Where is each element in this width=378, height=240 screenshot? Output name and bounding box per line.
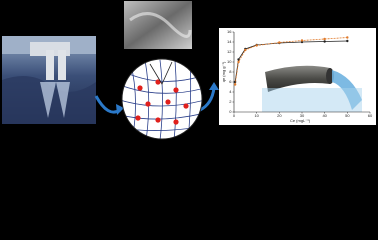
page: qe (mg g⁻¹) Ce (mgL⁻¹) 0 2 4 6 8 10 12 14 16 0 10 2… [2,1,376,140]
micrograph-texture [129,12,192,38]
x-axis-label: Ce (mgL⁻¹) [290,118,311,123]
data-point [278,41,281,44]
series-line [234,37,348,85]
y-tick-label: 14 [227,39,232,44]
data-point [233,83,237,86]
y-tick-label: 0 [229,109,232,114]
micrograph [124,1,192,49]
data-point [237,58,240,61]
outfall-photo [2,36,96,124]
data-point [323,40,326,43]
x-tick-label: 50 [345,113,350,118]
x-tick-label: 30 [300,113,305,118]
data-point [300,39,304,42]
x-tick-label: 20 [277,113,282,118]
arrow-head [116,104,124,115]
arrow-head [209,82,219,90]
y-tick-label: 2 [229,99,232,104]
arrow [94,95,121,114]
x-tick-label: 60 [368,113,373,118]
y-tick-label: 4 [229,89,232,94]
y-tick-label: 6 [229,79,232,84]
graphical-abstract: qe (mg g⁻¹) Ce (mgL⁻¹) 0 2 4 6 8 10 12 14 16 0 10 2… [2,1,376,140]
y-tick-label: 10 [227,59,232,64]
x-tick-label: 40 [322,113,327,118]
data-point [255,44,258,47]
pipe-photo [262,65,362,112]
y-axis-label: qe (mg g⁻¹) [221,61,226,82]
data-point [323,37,326,41]
data-point [346,36,349,39]
adsorbent-diagram [121,58,203,140]
data-point [237,60,240,64]
x-tick-label: 10 [254,113,259,118]
y-tick-label: 12 [227,49,232,54]
data-point [346,39,349,43]
data-point [244,48,247,52]
y-tick-label: 8 [229,69,232,74]
x-tick-label: 0 [233,113,236,118]
y-tick-label: 16 [227,29,232,34]
arrow [199,87,216,112]
